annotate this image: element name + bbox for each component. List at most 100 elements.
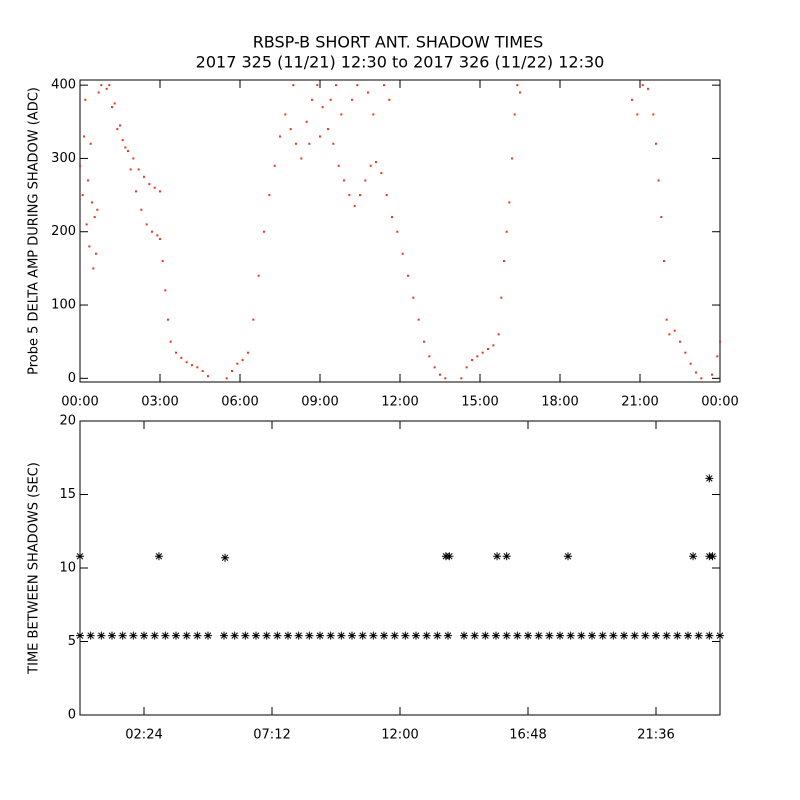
y-tick-label: 300	[51, 151, 76, 166]
point	[502, 631, 511, 640]
point	[295, 142, 297, 145]
point	[97, 91, 100, 94]
point	[319, 135, 321, 138]
point	[369, 164, 372, 167]
point	[705, 631, 714, 640]
point	[481, 631, 490, 640]
point	[129, 168, 132, 171]
point	[252, 631, 260, 640]
point	[85, 223, 88, 226]
point	[337, 164, 340, 167]
point	[252, 318, 255, 321]
point	[631, 98, 633, 101]
point	[407, 274, 409, 277]
point	[327, 128, 329, 131]
y-tick-label: 20	[59, 414, 76, 429]
point	[140, 631, 148, 640]
point	[711, 373, 713, 376]
point	[577, 631, 586, 640]
point	[423, 340, 425, 343]
point	[292, 84, 295, 87]
point	[470, 631, 479, 640]
point	[465, 366, 468, 369]
y-tick-label: 200	[51, 224, 76, 239]
point	[689, 552, 698, 561]
y-tick-label: 100	[51, 298, 76, 313]
point	[508, 201, 511, 204]
point	[231, 370, 233, 373]
point	[185, 361, 188, 364]
point	[493, 552, 502, 561]
point	[316, 631, 324, 640]
point	[445, 552, 454, 561]
point	[132, 157, 135, 160]
point	[385, 194, 388, 197]
point	[500, 296, 503, 299]
point	[660, 216, 663, 219]
point	[673, 329, 676, 332]
point	[662, 631, 671, 640]
point	[564, 552, 572, 561]
x-tick-label: 06:00	[221, 395, 258, 410]
point	[294, 631, 303, 640]
point	[417, 318, 420, 321]
point	[221, 553, 230, 562]
point	[105, 87, 108, 90]
point	[719, 340, 721, 343]
point	[412, 631, 420, 640]
point	[79, 164, 81, 167]
point	[503, 260, 505, 263]
point	[460, 631, 468, 640]
point	[308, 142, 311, 145]
x-tick-label: 07:12	[253, 728, 290, 743]
x-tick-label: 12:00	[381, 728, 418, 743]
point	[422, 631, 431, 640]
point	[135, 190, 137, 193]
point	[492, 631, 500, 640]
point	[524, 631, 532, 640]
point	[159, 190, 161, 193]
point	[348, 631, 356, 640]
point	[180, 356, 183, 359]
point	[273, 164, 276, 167]
point	[620, 631, 628, 640]
point	[172, 631, 180, 640]
point	[390, 631, 399, 640]
point	[262, 631, 271, 640]
point	[684, 351, 687, 354]
point	[326, 631, 335, 640]
point	[433, 366, 436, 369]
point	[343, 179, 345, 182]
point	[369, 631, 378, 640]
x-tick-label: 18:00	[541, 395, 578, 410]
point	[92, 267, 95, 270]
point	[76, 631, 84, 640]
point	[154, 552, 163, 561]
point	[140, 208, 143, 211]
point	[340, 113, 343, 116]
point	[364, 179, 367, 182]
point	[700, 377, 703, 380]
point	[204, 631, 212, 640]
point	[83, 135, 85, 138]
point	[95, 252, 97, 255]
point	[153, 186, 156, 189]
point	[175, 351, 177, 354]
point	[91, 201, 93, 204]
x-tick-label: 21:00	[621, 395, 658, 410]
point	[111, 106, 113, 109]
point	[716, 631, 724, 640]
point	[471, 359, 473, 362]
point	[93, 216, 96, 219]
y-tick-label: 400	[51, 78, 76, 93]
point	[81, 194, 84, 197]
point	[97, 631, 106, 640]
point	[694, 631, 703, 640]
point	[492, 344, 495, 347]
point	[372, 113, 375, 116]
point	[679, 340, 681, 343]
point	[375, 161, 377, 164]
x-tick-label: 21:36	[637, 728, 674, 743]
point	[129, 631, 138, 640]
point	[358, 631, 367, 640]
